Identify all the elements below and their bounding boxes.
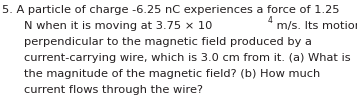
- Text: the magnitude of the magnetic field? (b) How much: the magnitude of the magnetic field? (b)…: [24, 69, 321, 79]
- Text: perpendicular to the magnetic field produced by a: perpendicular to the magnetic field prod…: [24, 37, 312, 47]
- Text: N when it is moving at 3.75 × 10: N when it is moving at 3.75 × 10: [24, 21, 213, 31]
- Text: 5. A particle of charge -6.25 nC experiences a force of 1.25: 5. A particle of charge -6.25 nC experie…: [2, 5, 339, 15]
- Text: 4: 4: [267, 16, 272, 25]
- Text: m/s. Its motion is: m/s. Its motion is: [273, 21, 357, 31]
- Text: current flows through the wire?: current flows through the wire?: [24, 85, 203, 95]
- Text: current-carrying wire, which is 3.0 cm from it. (a) What is: current-carrying wire, which is 3.0 cm f…: [24, 53, 351, 63]
